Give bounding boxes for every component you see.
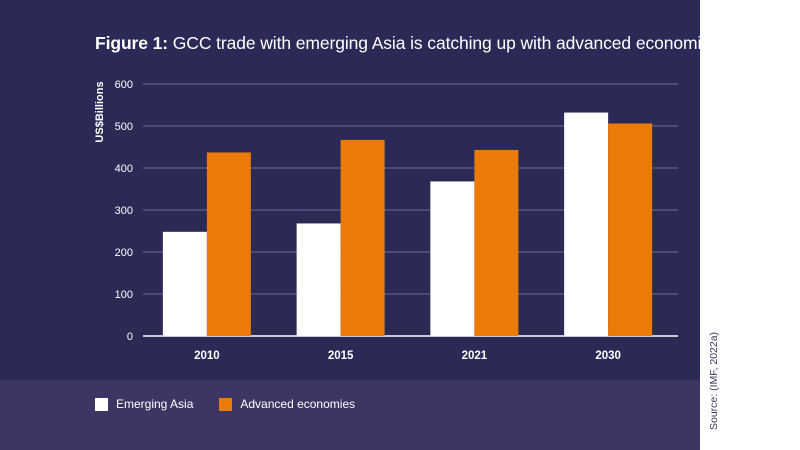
bar-emerging-asia (430, 181, 475, 336)
legend-band (0, 380, 700, 450)
bar-advanced-economies (340, 139, 385, 336)
bar-emerging-asia (564, 112, 609, 336)
legend-label-advanced-economies: Advanced economies (240, 397, 356, 411)
legend-swatch-emerging-asia (95, 397, 108, 411)
y-tick-label: 300 (115, 205, 133, 217)
chart-title: Figure 1: GCC trade with emerging Asia i… (95, 33, 720, 54)
bar-emerging-asia (162, 231, 207, 336)
y-tick-label: 100 (115, 289, 133, 301)
bar-advanced-economies (474, 149, 519, 336)
y-tick-label: 600 (115, 79, 133, 91)
x-tick-label: 2015 (328, 350, 354, 362)
y-tick-label: 500 (115, 121, 133, 133)
legend-item-emerging-asia: Emerging Asia (95, 397, 193, 411)
y-tick-label: 0 (127, 331, 133, 343)
legend-swatch-advanced-economies (219, 397, 233, 411)
bar-advanced-economies (608, 123, 653, 336)
legend: Emerging Asia Advanced economies (95, 397, 355, 411)
x-tick-label: 2010 (194, 350, 220, 362)
x-tick-label: 2021 (462, 350, 488, 362)
source-note: Source: (IMF, 2022a) (708, 331, 720, 430)
title-text: GCC trade with emerging Asia is catching… (172, 33, 720, 53)
bar-emerging-asia (296, 223, 341, 336)
y-tick-label: 200 (115, 247, 133, 259)
y-tick-label: 400 (115, 163, 133, 175)
figure-label: Figure 1: (95, 33, 168, 53)
y-axis-label: US$Billions (94, 81, 106, 142)
bar-chart: 0 100 200 300 400 500 600 US$Billions 2010 2015 20… (94, 79, 678, 362)
x-tick-label: 2030 (595, 350, 621, 362)
bar-advanced-economies (206, 152, 251, 336)
legend-label-emerging-asia: Emerging Asia (116, 397, 194, 411)
legend-item-advanced-economies: Advanced economies (219, 397, 355, 411)
